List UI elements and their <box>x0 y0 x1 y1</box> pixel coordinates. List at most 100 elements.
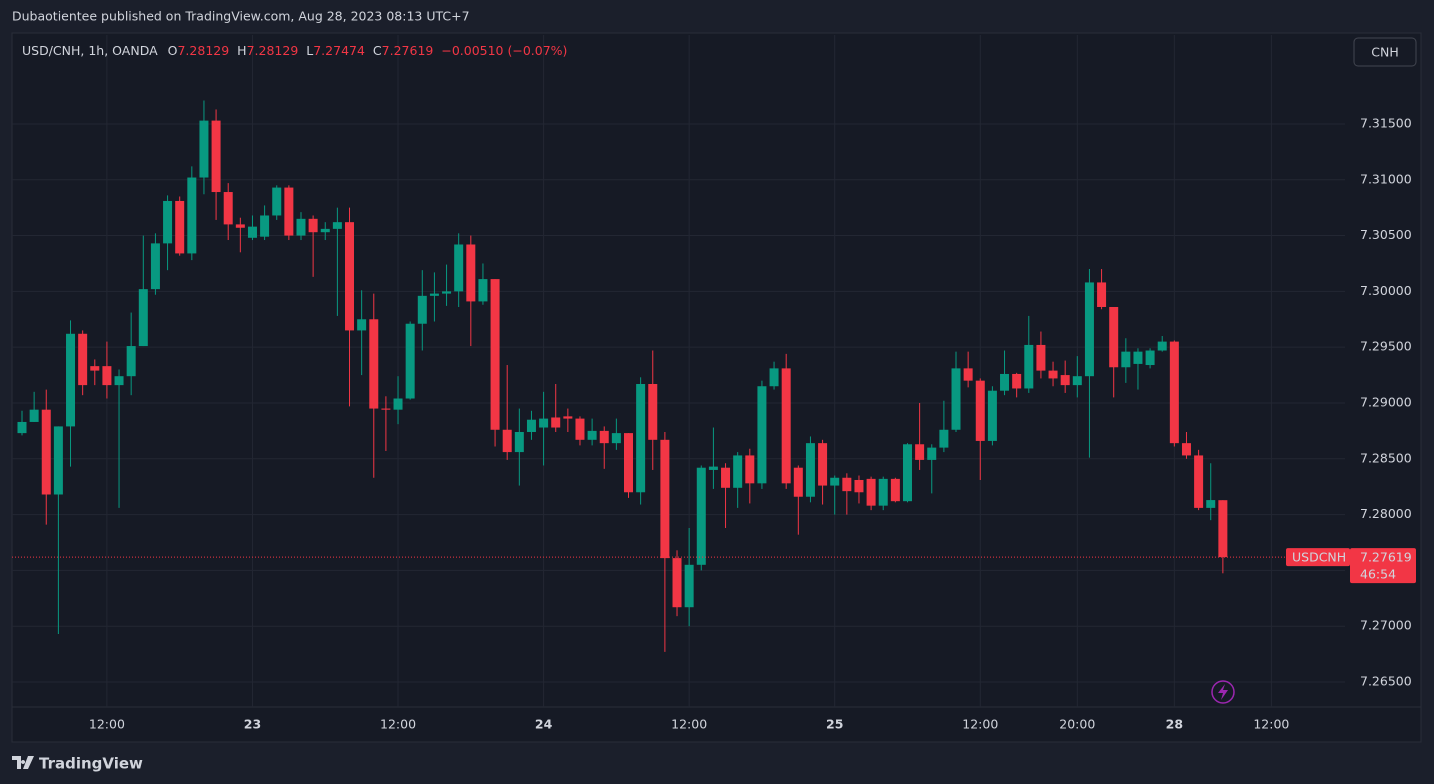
candle-body <box>138 289 148 347</box>
candle-body <box>1145 350 1155 366</box>
candle-body <box>939 429 949 448</box>
candle-body <box>417 295 427 324</box>
candle-body <box>539 418 549 428</box>
candle-body <box>599 430 609 444</box>
candle-body <box>514 431 524 453</box>
price-tag-value: 7.27619 <box>1360 550 1412 565</box>
candle-body <box>915 444 925 460</box>
y-tick-label: 7.26500 <box>1360 673 1412 688</box>
x-tick-label: 28 <box>1166 717 1183 732</box>
candle-body <box>429 293 439 296</box>
y-tick-label: 7.30000 <box>1360 283 1412 298</box>
candle-body <box>1109 306 1119 368</box>
candle-body <box>1036 344 1046 371</box>
candle-body <box>805 443 815 497</box>
candle-body <box>575 418 585 440</box>
candle-body <box>1012 373 1022 389</box>
candle-body <box>830 477 840 486</box>
candle-body <box>369 319 379 409</box>
overlay: 7.265007.270007.275007.280007.285007.290… <box>12 115 1416 732</box>
x-tick-label: 12:00 <box>962 717 998 732</box>
candle-body <box>1206 500 1216 508</box>
ohlc-value: 7.28129 <box>247 43 299 58</box>
candle-body <box>66 333 76 427</box>
candle-body <box>296 218 306 236</box>
candle-body <box>708 466 718 470</box>
candle-body <box>1024 344 1034 389</box>
ohlc-label: C <box>373 43 382 58</box>
candle-body <box>235 224 245 228</box>
ohlc-label: H <box>237 43 246 58</box>
candle-body <box>902 444 912 502</box>
candle-body <box>951 368 961 430</box>
lightning-icon <box>1218 684 1228 700</box>
candle-body <box>260 215 270 237</box>
ohlc-label: O <box>168 43 178 58</box>
candle-body <box>163 200 173 244</box>
candle-body <box>1157 341 1167 351</box>
candle-body <box>866 478 876 506</box>
ohlc-value: 7.27474 <box>313 43 365 58</box>
candle-body <box>17 421 27 434</box>
y-tick-label: 7.27000 <box>1360 618 1412 633</box>
candle-body <box>357 319 367 331</box>
candle-body <box>757 386 767 484</box>
candle-body <box>648 384 658 440</box>
candle-body <box>769 368 779 387</box>
candle-body <box>502 429 512 453</box>
y-tick-label: 7.31000 <box>1360 171 1412 186</box>
candle-body <box>223 192 233 225</box>
y-tick-label: 7.30500 <box>1360 227 1412 242</box>
candle-body <box>478 279 488 302</box>
candle-body <box>563 416 573 419</box>
ohlc-label: L <box>306 43 313 58</box>
currency-button-label[interactable]: CNH <box>1371 45 1398 60</box>
x-tick-label: 25 <box>826 717 843 732</box>
candle-body <box>150 243 160 290</box>
candle-body <box>490 279 500 430</box>
candle-body <box>211 120 221 193</box>
candle-body <box>878 478 888 506</box>
candle-body <box>175 200 185 254</box>
y-tick-label: 7.31500 <box>1360 115 1412 130</box>
price-tag-symbol: USDCNH <box>1292 550 1346 565</box>
candle-body <box>854 479 864 493</box>
candle-body <box>1084 282 1094 377</box>
candle-body <box>526 419 536 432</box>
candle-body <box>308 218 318 233</box>
candle-body <box>624 433 633 493</box>
candle-body <box>247 226 257 238</box>
candle-body <box>102 366 112 386</box>
footer-logo: TradingView <box>12 755 143 773</box>
candle-body <box>332 222 342 229</box>
x-tick-label: 12:00 <box>380 717 416 732</box>
candle-body <box>733 455 743 488</box>
candle-body <box>345 222 355 331</box>
x-tick-label: 20:00 <box>1059 717 1095 732</box>
candle-body <box>442 291 452 294</box>
publisher-line: Dubaotientee published on TradingView.co… <box>12 9 470 24</box>
y-tick-label: 7.28000 <box>1360 506 1412 521</box>
x-tick-label: 12:00 <box>671 717 707 732</box>
grid <box>12 35 1345 707</box>
candle-body <box>745 455 755 484</box>
candle-body <box>987 390 997 441</box>
lightning-button[interactable] <box>1211 680 1235 704</box>
candle-body <box>29 409 39 422</box>
candle-body <box>114 376 124 386</box>
currency-button[interactable] <box>1353 37 1417 67</box>
y-tick-label: 7.29500 <box>1360 339 1412 354</box>
legend-header: USD/CNH, 1h, OANDA O7.28129 H7.28129 L7.… <box>22 43 567 58</box>
candle-body <box>672 558 682 608</box>
candle-body <box>1169 341 1179 444</box>
candle-body <box>781 368 791 484</box>
candle-body <box>1133 351 1143 364</box>
candle-body <box>466 244 476 302</box>
logo-icon <box>12 756 34 769</box>
candle-body <box>890 478 900 502</box>
candle-body <box>272 187 282 216</box>
candles <box>17 100 1228 652</box>
candle-body <box>1097 282 1107 307</box>
